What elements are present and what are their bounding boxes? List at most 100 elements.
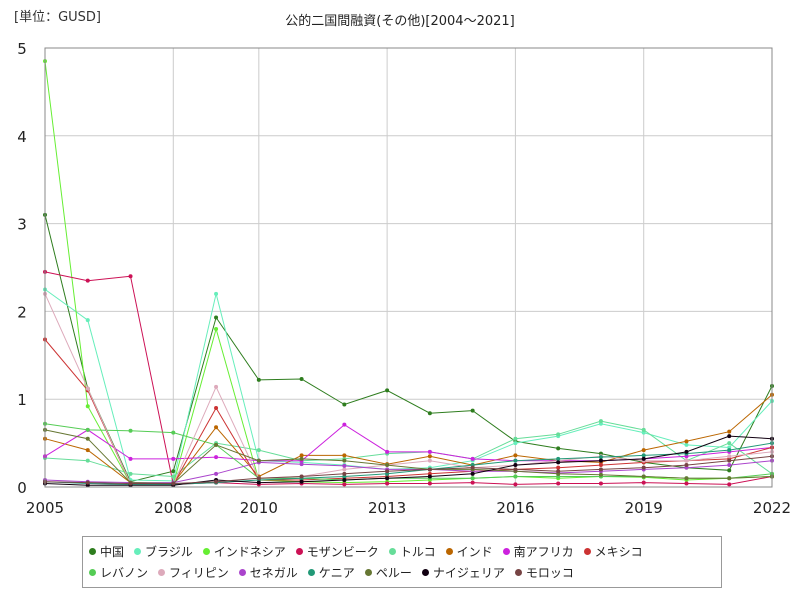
- x-axis-ticks: 2005 2008 2010 2013 2016 2019 2022: [26, 499, 791, 517]
- data-point: [556, 469, 561, 474]
- data-point: [641, 427, 646, 432]
- legend-label: セネガル: [249, 566, 298, 580]
- legend-label: モロッコ: [525, 566, 574, 580]
- data-point: [641, 465, 646, 470]
- data-point: [342, 471, 347, 476]
- data-point: [513, 482, 518, 487]
- data-point: [684, 439, 689, 444]
- data-point: [85, 386, 90, 391]
- data-point: [128, 481, 133, 486]
- data-point: [214, 471, 219, 476]
- data-point: [171, 456, 176, 461]
- data-point: [128, 428, 133, 433]
- data-point: [727, 482, 732, 487]
- y-tick-label: 3: [17, 216, 27, 234]
- legend-label: フィリピン: [169, 566, 229, 580]
- series-6: [43, 422, 774, 463]
- data-point: [727, 434, 732, 439]
- grid-lines: [44, 47, 773, 488]
- legend-marker: [238, 569, 246, 576]
- data-point: [727, 429, 732, 434]
- data-point: [598, 455, 603, 460]
- data-point: [85, 318, 90, 323]
- data-point: [427, 458, 432, 463]
- data-point: [85, 480, 90, 485]
- data-point: [641, 453, 646, 458]
- legend-label: 南アフリカ: [513, 545, 574, 559]
- legend-marker: [89, 548, 96, 555]
- chart-title: 公的二国間融資(その他)[2004～2021]: [285, 14, 515, 29]
- data-point: [214, 479, 219, 484]
- legend-marker: [364, 569, 372, 576]
- data-point: [556, 432, 561, 437]
- data-point: [556, 465, 561, 470]
- data-point: [128, 456, 133, 461]
- legend-label: レバノン: [100, 566, 149, 580]
- legend-item: ブラジル: [134, 543, 193, 560]
- legend-marker: [89, 569, 96, 576]
- x-tick-label: 2019: [625, 499, 663, 517]
- legend-item: 中国: [89, 543, 124, 560]
- data-point: [171, 474, 176, 479]
- data-point: [470, 408, 475, 413]
- series-3: [43, 269, 774, 487]
- data-point: [214, 442, 219, 447]
- legend: 中国 ブラジル インドネシア モザンビーク トルコ インド 南アフリカ メキシコ レバノン フィ…: [82, 536, 722, 588]
- legend-label: ペルー: [375, 566, 412, 580]
- data-point: [513, 436, 518, 441]
- data-point: [342, 422, 347, 427]
- legend-item: トルコ: [388, 543, 436, 560]
- data-point: [641, 448, 646, 453]
- series-line: [44, 435, 773, 486]
- data-point: [470, 480, 475, 485]
- legend-marker: [514, 569, 522, 576]
- data-point: [214, 455, 219, 460]
- data-point: [727, 463, 732, 468]
- data-point: [427, 474, 432, 479]
- data-point: [342, 453, 347, 458]
- data-point: [342, 467, 347, 472]
- data-point: [299, 462, 304, 467]
- data-point: [427, 411, 432, 416]
- data-point: [299, 479, 304, 484]
- data-point: [684, 476, 689, 481]
- y-tick-label: 2: [17, 303, 27, 321]
- data-point: [85, 436, 90, 441]
- data-point: [598, 467, 603, 472]
- data-point: [128, 471, 133, 476]
- data-point: [727, 468, 732, 473]
- legend-label: インドネシア: [213, 545, 286, 559]
- data-point: [214, 315, 219, 320]
- legend-label: モザンビーク: [306, 545, 379, 559]
- legend-marker: [295, 548, 303, 555]
- data-point: [214, 291, 219, 296]
- data-point: [85, 278, 90, 283]
- legend-item: モザンビーク: [295, 543, 379, 560]
- data-point: [513, 458, 518, 463]
- series-0: [43, 212, 774, 484]
- series-7: [43, 337, 774, 487]
- data-point: [85, 427, 90, 432]
- data-point: [598, 472, 603, 477]
- series-14: [43, 454, 774, 486]
- data-point: [598, 419, 603, 424]
- legend-label: メキシコ: [594, 545, 643, 559]
- legend-item: ペルー: [364, 564, 412, 581]
- series-line: [44, 442, 773, 485]
- data-point: [171, 469, 176, 474]
- legend-marker: [134, 548, 142, 555]
- legend-item: レバノン: [89, 564, 148, 581]
- data-point: [342, 463, 347, 468]
- data-point: [299, 453, 304, 458]
- data-point: [684, 449, 689, 454]
- legend-item: インド: [445, 543, 493, 560]
- legend-marker: [158, 569, 166, 576]
- legend-marker: [421, 569, 429, 576]
- data-point: [556, 460, 561, 465]
- data-point: [598, 463, 603, 468]
- data-point: [684, 481, 689, 486]
- data-point: [513, 441, 518, 446]
- data-point: [385, 469, 390, 474]
- data-point: [299, 377, 304, 382]
- data-point: [427, 467, 432, 472]
